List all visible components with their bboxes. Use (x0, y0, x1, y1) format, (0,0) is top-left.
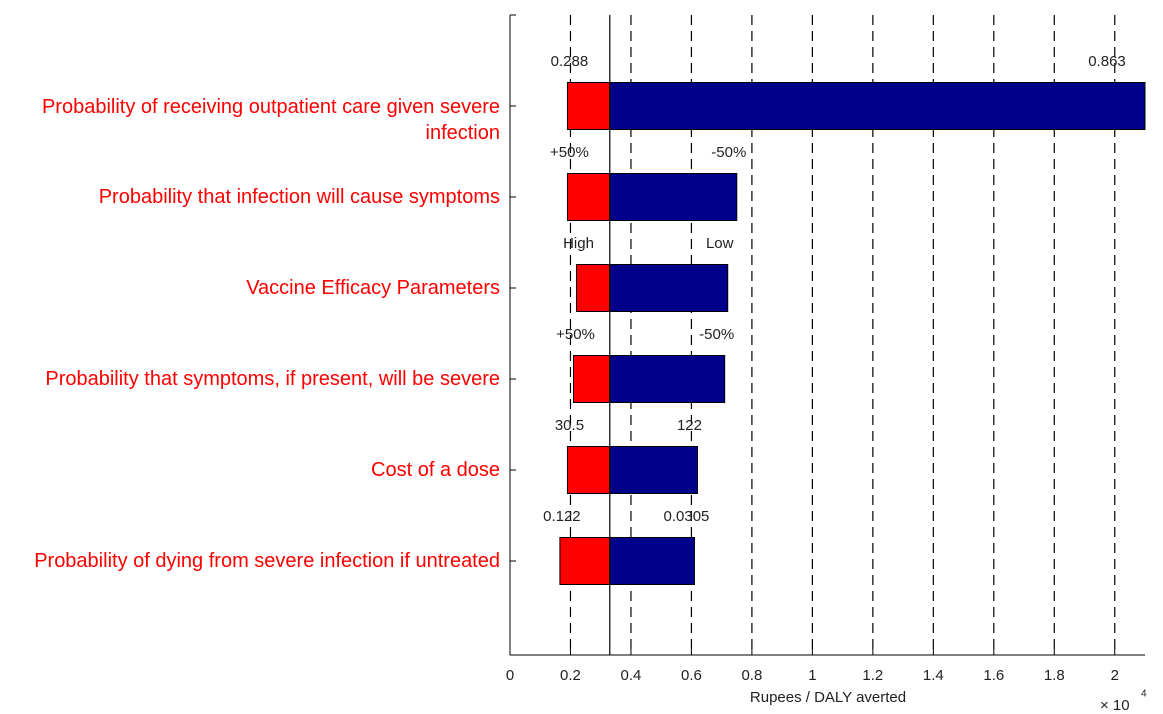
high-annotation: -50% (711, 144, 746, 161)
x-tick-label: 0.8 (741, 667, 762, 684)
x-tick-label: 0 (506, 667, 514, 684)
category-label: Vaccine Efficacy Parameters (246, 277, 500, 299)
high-bar (609, 173, 738, 221)
category-label: Probability that symptoms, if present, w… (45, 368, 500, 390)
high-annotation: Low (706, 235, 734, 252)
x-tick-label: 1.4 (923, 667, 944, 684)
x-tick-label: 1.2 (862, 667, 883, 684)
x-tick-label: 0.4 (621, 667, 642, 684)
category-label: Probability of dying from severe infecti… (34, 550, 500, 572)
high-bar (609, 355, 726, 403)
low-annotation: 30.5 (555, 417, 584, 434)
low-annotation: +50% (556, 326, 595, 343)
category-label: Probability of receiving outpatient care… (41, 96, 500, 144)
high-annotation: 0.863 (1088, 53, 1126, 70)
low-annotation: +50% (550, 144, 589, 161)
x-axis-label: Rupees / DALY averted (750, 689, 906, 706)
x-scale-label: × 10 (1100, 697, 1130, 714)
high-bar (609, 537, 695, 585)
x-tick-label: 0.6 (681, 667, 702, 684)
x-tick-label: 0.2 (560, 667, 581, 684)
x-tick-label: 1.8 (1044, 667, 1065, 684)
category-label: Cost of a dose (371, 459, 500, 481)
high-bar (609, 264, 729, 312)
low-bar (566, 82, 611, 130)
high-annotation: 122 (677, 417, 702, 434)
high-annotation: 0.0305 (664, 508, 710, 525)
low-annotation: 0.122 (543, 508, 581, 525)
low-bar (566, 446, 611, 494)
category-label: Probability that infection will cause sy… (98, 186, 500, 208)
low-bar (559, 537, 611, 585)
x-scale-exponent: 4 (1141, 689, 1147, 700)
high-bar (609, 446, 698, 494)
x-tick-label: 1 (808, 667, 816, 684)
low-bar (576, 264, 611, 312)
high-bar (609, 82, 1146, 130)
low-annotation: 0.288 (551, 53, 589, 70)
low-bar (566, 173, 611, 221)
x-tick-label: 1.6 (983, 667, 1004, 684)
low-annotation: High (563, 235, 594, 252)
x-tick-label: 2 (1111, 667, 1119, 684)
high-annotation: -50% (699, 326, 734, 343)
low-bar (573, 355, 611, 403)
